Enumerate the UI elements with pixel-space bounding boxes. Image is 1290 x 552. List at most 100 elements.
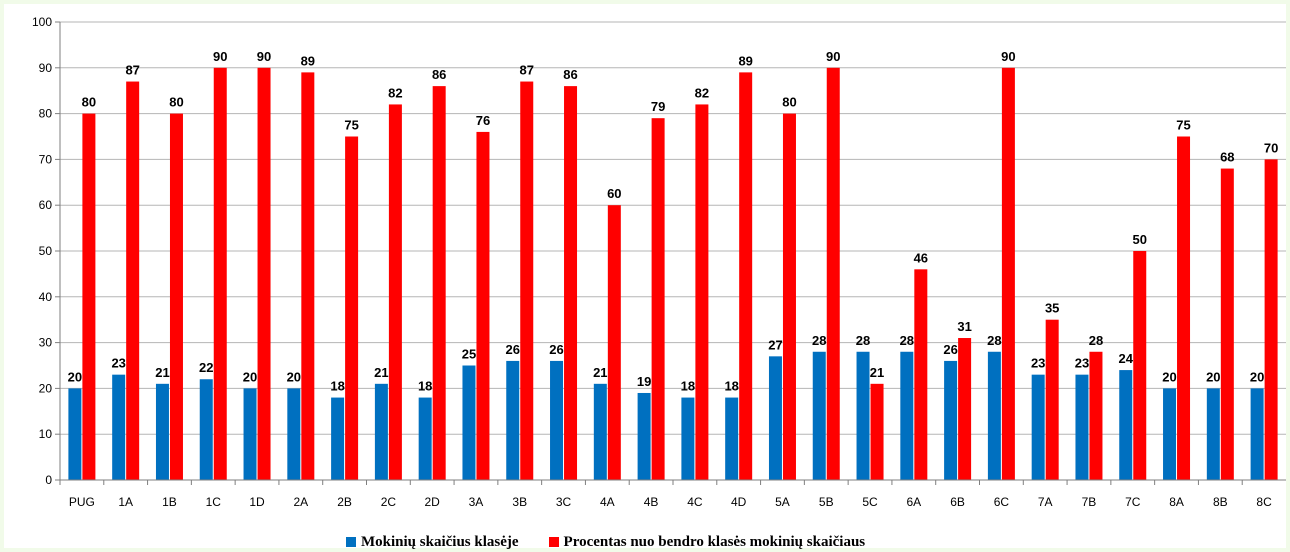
data-label-red-8A: 75 [1176, 118, 1190, 133]
data-label-blue-4C: 18 [681, 379, 695, 394]
data-label-red-PUG: 80 [82, 95, 96, 110]
bar-blue-3A [462, 365, 476, 480]
bar-red-7B [1089, 351, 1103, 480]
bar-red-1B [169, 113, 183, 480]
data-label-blue-4B: 19 [637, 374, 651, 389]
bar-blue-7A [1031, 374, 1045, 480]
bar-red-4B [651, 118, 665, 481]
bar-blue-4C [681, 397, 695, 480]
data-label-red-1D: 90 [257, 49, 271, 64]
data-label-red-8C: 70 [1264, 140, 1278, 155]
bar-red-7A [1045, 319, 1059, 480]
bar-blue-3C [550, 360, 564, 480]
bar-red-2B [345, 136, 359, 480]
bar-blue-7C [1119, 370, 1133, 480]
bars [68, 67, 1278, 481]
bar-blue-PUG [68, 388, 82, 480]
legend-label-series-1: Mokinių skaičius klasėje [361, 533, 519, 550]
legend-swatch-blue [346, 537, 356, 547]
data-label-red-4D: 89 [738, 53, 752, 68]
legend-item-series-1: Mokinių skaičius klasėje [346, 534, 519, 551]
data-label-blue-7C: 24 [1119, 351, 1134, 366]
data-label-red-4B: 79 [651, 99, 665, 114]
data-label-blue-7A: 23 [1031, 356, 1045, 371]
data-label-red-1B: 80 [169, 95, 183, 110]
data-label-blue-1A: 23 [111, 356, 125, 371]
data-label-blue-4A: 21 [593, 365, 607, 380]
bar-red-4D [739, 72, 753, 480]
data-label-red-3B: 87 [520, 63, 534, 78]
data-label-blue-5B: 28 [812, 333, 826, 348]
data-label-blue-8C: 20 [1250, 369, 1264, 384]
y-tick-label: 30 [39, 336, 53, 350]
data-label-blue-8A: 20 [1162, 369, 1176, 384]
bar-red-8B [1220, 168, 1234, 480]
data-label-red-6C: 90 [1001, 49, 1015, 64]
bar-blue-2A [287, 388, 301, 480]
y-tick-label: 10 [39, 427, 53, 441]
x-tick-label-8A: 8A [1169, 495, 1184, 509]
data-label-blue-8B: 20 [1206, 369, 1220, 384]
bar-blue-7B [1075, 374, 1089, 480]
bar-red-4A [607, 205, 621, 480]
bar-red-2C [388, 104, 402, 480]
data-label-red-4A: 60 [607, 186, 621, 201]
data-label-blue-5A: 27 [768, 337, 782, 352]
axes [59, 22, 1286, 481]
x-tick-label-6C: 6C [994, 495, 1010, 509]
x-tick-label-7B: 7B [1082, 495, 1097, 509]
bar-blue-5B [812, 351, 826, 480]
data-label-blue-3A: 25 [462, 347, 476, 362]
y-tick-label: 40 [39, 290, 53, 304]
bar-red-2A [301, 72, 315, 480]
x-tick-label-2B: 2B [337, 495, 352, 509]
data-label-red-7C: 50 [1133, 232, 1147, 247]
data-label-red-6A: 46 [914, 250, 928, 265]
bar-red-1D [257, 67, 271, 481]
data-label-red-5A: 80 [782, 95, 796, 110]
bar-blue-6C [987, 351, 1001, 480]
bar-blue-5C [856, 351, 870, 480]
bar-red-6C [1001, 67, 1015, 481]
y-tick-label: 100 [32, 15, 52, 29]
data-label-blue-3C: 26 [549, 342, 563, 357]
legend-item-series-2: Procentas nuo bendro klasės mokinių skai… [548, 534, 865, 551]
bar-blue-2D [418, 397, 432, 480]
bar-red-8C [1264, 159, 1278, 480]
x-tick-label-2D: 2D [425, 495, 441, 509]
bar-red-4C [695, 104, 709, 480]
bar-red-PUG [82, 113, 96, 480]
bar-blue-1C [199, 379, 213, 480]
bar-blue-6A [900, 351, 914, 480]
data-label-red-3C: 86 [563, 67, 577, 82]
legend: Mokinių skaičius klasėje Procentas nuo b… [346, 532, 895, 552]
y-tick-label: 20 [39, 381, 53, 395]
data-label-blue-5C: 28 [856, 333, 870, 348]
x-axis-ticks: PUG 1A 1B 1C 1D 2A 2B 2C 2D 3A 3B 3C 4A 4B 4C 4D 5A 5B 5C 6… [59, 480, 1272, 509]
bar-red-6B [958, 338, 972, 480]
bar-blue-4A [593, 383, 607, 480]
bar-blue-8A [1163, 388, 1177, 480]
bar-blue-4D [725, 397, 739, 480]
bar-red-8A [1177, 136, 1191, 480]
x-tick-label-1D: 1D [249, 495, 265, 509]
x-tick-label-4A: 4A [600, 495, 615, 509]
x-tick-label-8C: 8C [1256, 495, 1272, 509]
data-label-blue-7B: 23 [1075, 356, 1089, 371]
data-label-red-2A: 89 [301, 53, 315, 68]
data-label-blue-6A: 28 [900, 333, 914, 348]
y-tick-label: 70 [39, 152, 53, 166]
data-label-blue-PUG: 20 [68, 369, 82, 384]
data-label-red-2D: 86 [432, 67, 446, 82]
data-label-blue-2A: 20 [287, 369, 301, 384]
data-label-blue-1C: 22 [199, 360, 213, 375]
data-label-red-6B: 31 [957, 319, 971, 334]
bar-blue-2C [374, 383, 388, 480]
data-label-red-7B: 28 [1089, 333, 1103, 348]
bar-blue-3B [506, 360, 520, 480]
bar-red-1A [126, 81, 140, 480]
x-tick-label-1A: 1A [118, 495, 133, 509]
data-label-red-2B: 75 [344, 118, 358, 133]
y-axis-ticks: 0 10 20 30 40 50 60 70 80 90 100 [32, 15, 60, 487]
